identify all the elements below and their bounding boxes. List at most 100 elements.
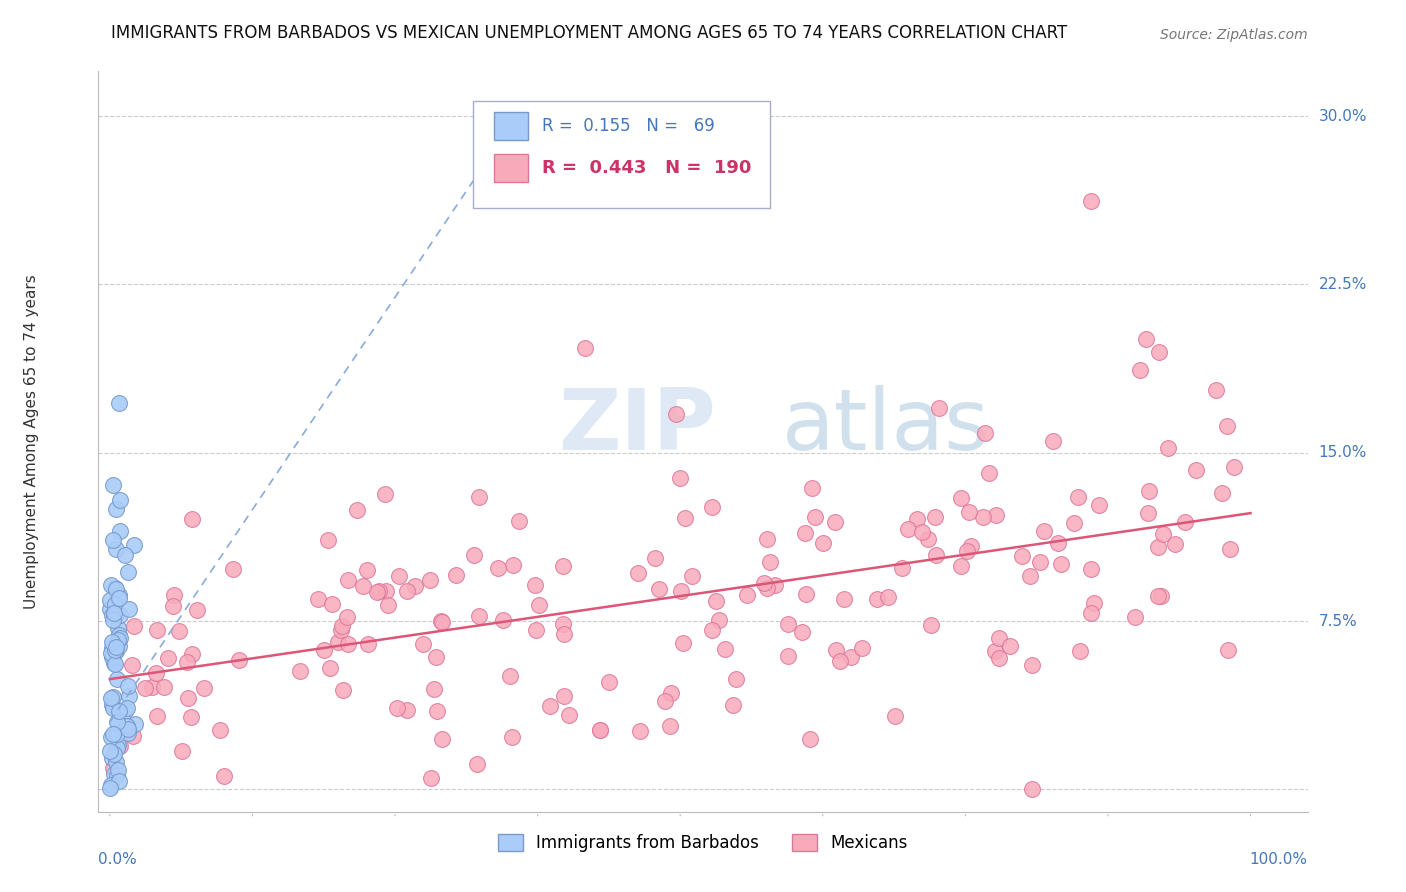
Point xyxy=(851,641,873,656)
Point xyxy=(336,573,359,587)
Point xyxy=(100,730,122,744)
Point xyxy=(332,682,354,697)
Point xyxy=(502,558,524,572)
Point xyxy=(110,739,132,753)
Point xyxy=(115,719,138,733)
Point xyxy=(1129,363,1152,377)
Point xyxy=(1211,486,1233,500)
Point xyxy=(721,698,744,712)
Point xyxy=(103,767,125,781)
Point xyxy=(800,481,823,495)
Point xyxy=(574,341,596,355)
Point xyxy=(1000,639,1022,653)
Point xyxy=(1136,506,1159,520)
Text: ZIP: ZIP xyxy=(558,385,716,468)
Point xyxy=(960,539,983,553)
Point xyxy=(366,585,388,599)
Point xyxy=(465,757,488,772)
Point xyxy=(117,679,139,693)
Point xyxy=(1205,383,1227,397)
Point xyxy=(122,538,145,552)
Text: Unemployment Among Ages 65 to 74 years: Unemployment Among Ages 65 to 74 years xyxy=(24,274,39,609)
Point xyxy=(100,698,122,712)
Point xyxy=(208,723,231,737)
Point xyxy=(911,525,934,540)
Point xyxy=(395,584,418,599)
Point xyxy=(104,643,127,657)
Point xyxy=(101,650,124,665)
Point xyxy=(950,559,973,574)
Point xyxy=(105,727,128,741)
Point xyxy=(103,726,125,740)
Point xyxy=(804,510,827,524)
Point xyxy=(107,764,129,778)
Point xyxy=(1046,535,1069,549)
Point xyxy=(468,491,491,505)
Point xyxy=(100,602,122,616)
Point xyxy=(100,751,122,765)
Point xyxy=(1021,782,1043,797)
Point xyxy=(122,729,145,743)
Point xyxy=(984,508,1007,522)
Point xyxy=(432,615,454,630)
Point xyxy=(107,632,129,647)
Point xyxy=(170,743,193,757)
Point xyxy=(319,661,342,675)
Point xyxy=(832,591,855,606)
Point xyxy=(181,647,204,661)
Bar xyxy=(494,112,527,140)
Point xyxy=(669,471,692,485)
Point xyxy=(644,551,666,566)
Point xyxy=(105,767,128,781)
Text: 7.5%: 7.5% xyxy=(1319,614,1357,629)
Point xyxy=(1157,441,1180,455)
Point xyxy=(180,512,202,526)
Point xyxy=(1152,527,1174,541)
Point xyxy=(330,623,353,637)
Point xyxy=(357,637,380,651)
Point xyxy=(228,652,250,666)
Point xyxy=(1080,606,1102,620)
Point xyxy=(404,579,426,593)
Point xyxy=(824,516,846,530)
Point xyxy=(222,561,245,575)
Point xyxy=(1066,491,1088,505)
Point xyxy=(100,778,122,792)
Point xyxy=(419,573,441,587)
Point xyxy=(105,640,128,654)
Point xyxy=(328,634,350,648)
Point xyxy=(905,512,928,526)
Text: 30.0%: 30.0% xyxy=(1319,109,1367,124)
Point xyxy=(146,708,169,723)
Point xyxy=(395,703,418,717)
Point xyxy=(374,486,396,500)
Point xyxy=(1185,463,1208,477)
Point xyxy=(134,681,156,696)
Point xyxy=(589,723,612,737)
Point xyxy=(104,581,127,595)
Point xyxy=(1219,542,1241,557)
Point xyxy=(974,426,997,441)
Point xyxy=(114,549,136,563)
Point xyxy=(121,657,143,672)
Point xyxy=(920,617,942,632)
Point xyxy=(1080,194,1102,209)
Point xyxy=(98,781,121,796)
Point xyxy=(628,723,651,738)
Point xyxy=(1029,556,1052,570)
Point xyxy=(353,579,375,593)
Point xyxy=(100,641,122,656)
Point xyxy=(1137,484,1160,499)
Point xyxy=(107,621,129,635)
Point xyxy=(752,575,775,590)
Text: 0.0%: 0.0% xyxy=(98,853,138,867)
Text: 22.5%: 22.5% xyxy=(1319,277,1367,292)
Point xyxy=(987,650,1010,665)
Point xyxy=(1164,537,1187,551)
Point xyxy=(98,593,121,607)
Point xyxy=(799,732,821,747)
Point xyxy=(598,674,620,689)
Point xyxy=(307,591,329,606)
Point xyxy=(917,532,939,546)
Point xyxy=(108,396,131,410)
